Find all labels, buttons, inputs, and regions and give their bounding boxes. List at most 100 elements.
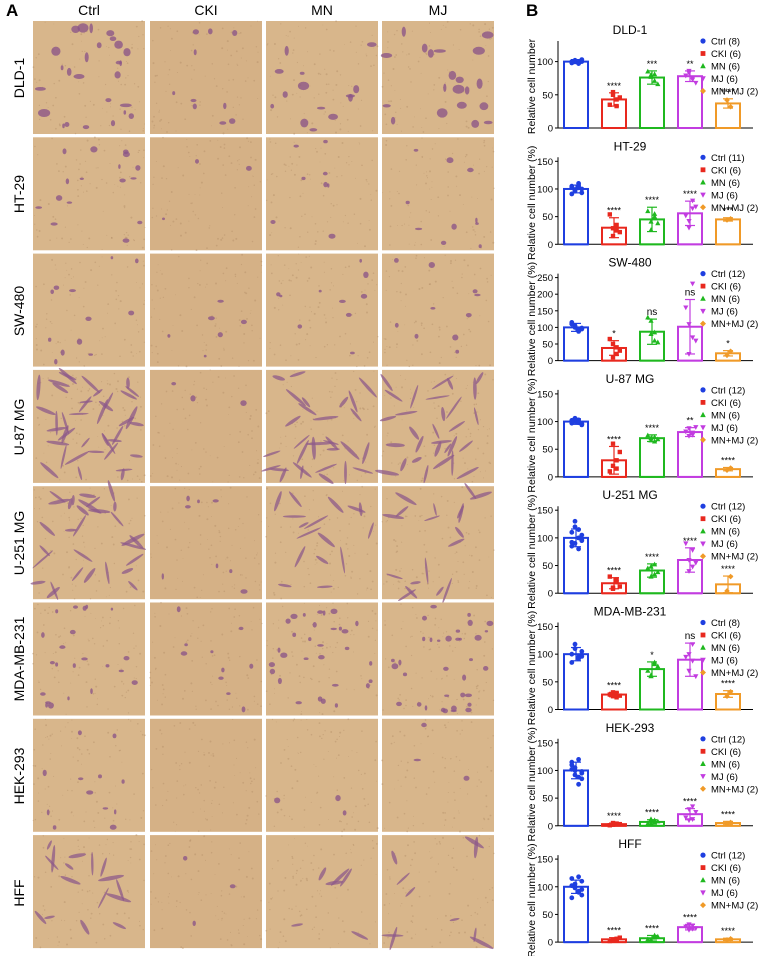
micrograph-dld1-ctrl [32,20,145,135]
micrograph-texture [372,341,375,343]
micrograph-texture [366,181,368,183]
micrograph-texture [488,428,490,430]
micrograph-texture [360,44,362,46]
micrograph-texture [114,183,116,185]
cell-mark [348,390,358,413]
cell-mark [195,159,199,164]
micrograph-texture [103,430,106,432]
y-tick-label: 150 [537,306,553,317]
legend-marker [700,541,706,547]
micrograph-texture [359,578,361,580]
micrograph-texture [76,388,78,390]
micrograph-texture [274,96,277,99]
micrograph-texture [429,158,431,160]
micrograph-texture [177,365,180,367]
micrograph-texture [332,317,334,319]
micrograph-texture [139,405,142,408]
micrograph-texture [54,264,56,266]
micrograph-texture [211,563,213,565]
micrograph-texture [373,370,375,372]
micrograph-texture [290,583,292,586]
legend-label: MJ (6) [711,772,738,783]
micrograph-texture [308,255,310,257]
micrograph-texture [233,375,235,377]
cell-mark [473,407,479,426]
data-point [569,59,575,64]
micrograph-texture [199,473,201,475]
micrograph-texture [484,470,487,472]
micrograph-texture [228,414,229,415]
micrograph-texture [82,244,84,245]
micrograph-texture [280,282,283,285]
micrograph-texture [229,433,231,436]
micrograph-texture [240,97,242,99]
micrograph-texture [55,127,57,130]
micrograph-texture [328,172,331,174]
micrograph-texture [298,342,301,345]
micrograph-texture [253,79,256,82]
data-point [569,529,575,535]
micrograph-texture [298,253,300,255]
data-point [569,184,575,190]
micrograph-texture [42,378,44,379]
cell-mark [456,101,467,109]
micrograph-texture [432,452,435,454]
micrograph-texture [372,405,375,408]
micrograph-texture [73,66,76,68]
micrograph-texture [102,395,105,398]
micrograph-texture [431,148,434,150]
micrograph-texture [461,276,463,279]
micrograph-texture [80,517,82,520]
micrograph-texture [274,142,277,144]
micrograph-texture [220,238,223,241]
micrograph-texture [269,234,272,237]
micrograph-texture [129,519,132,522]
cell-mark [380,373,393,392]
micrograph-texture [78,92,81,95]
micrograph-texture [105,596,107,598]
micrograph-texture [371,580,374,583]
cell-mark [46,586,60,599]
micrograph-texture [304,27,307,29]
cell-mark [167,334,171,338]
cell-mark [379,415,397,422]
y-tick-label: 50 [542,561,553,572]
legend-label: MN (6) [711,643,740,654]
micrograph-texture [115,290,117,292]
micrograph-texture [236,96,239,98]
micrograph-texture [463,161,465,163]
micrograph-texture [73,506,75,508]
micrograph-texture [419,56,421,58]
cell-mark [276,292,281,297]
micrograph-texture [465,231,468,234]
cell-mark [135,165,141,171]
micrograph-texture [314,243,317,245]
micrograph-texture [64,277,66,279]
micrograph-texture [389,321,392,323]
micrograph-texture [388,346,391,349]
micrograph-texture [79,402,81,405]
micrograph-texture [292,492,294,494]
micrograph-texture [294,437,296,440]
legend-label: MN+MJ (2) [711,435,758,446]
micrograph-texture [34,78,36,80]
micrograph-texture [437,215,440,217]
micrograph-texture [249,464,251,466]
micrograph-texture [470,247,472,249]
micrograph-texture [407,464,409,465]
cell-mark [451,450,454,476]
micrograph-texture [56,237,58,239]
legend-label: MN (6) [711,294,740,305]
micrograph-texture [273,306,276,309]
micrograph-texture [313,312,316,315]
y-tick-label: 100 [537,323,553,334]
micrograph-texture [68,273,70,276]
micrograph-texture [177,577,179,579]
micrograph-texture [401,386,403,389]
micrograph-texture [68,566,70,568]
y-tick-label: 0 [548,472,553,483]
cell-mark [125,386,140,397]
cell-mark [328,233,336,239]
micrograph-texture [428,269,431,272]
micrograph-texture [414,116,416,118]
